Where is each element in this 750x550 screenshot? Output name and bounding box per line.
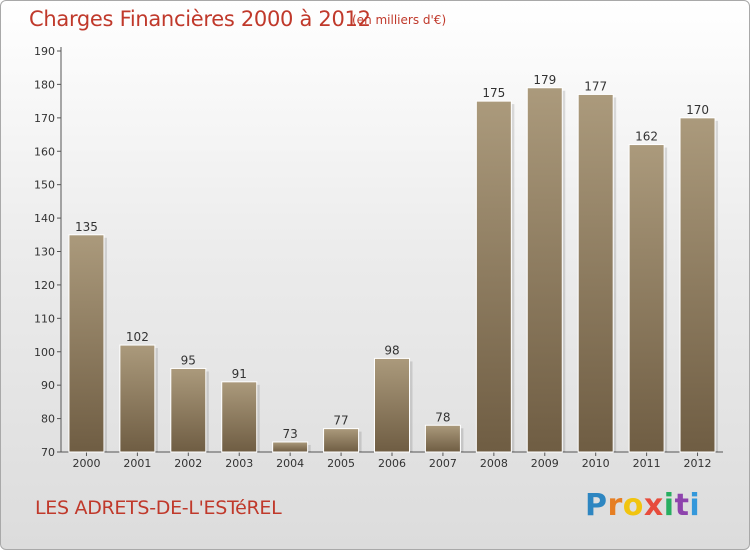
chart-axes: 70 80 90 100 110 120 130 140 150 160 170 180 190 bbox=[34, 45, 723, 459]
x-tick-label: 2001 bbox=[123, 457, 151, 470]
x-tick-label: 2006 bbox=[378, 457, 406, 470]
proxiti-logo[interactable]: Proxiti bbox=[585, 488, 700, 523]
bar-2009 bbox=[526, 87, 563, 453]
bar-2004 bbox=[272, 441, 309, 453]
place-name: LES ADRETS-DE-L'ESTéREL bbox=[35, 497, 282, 519]
logo-letter: r bbox=[607, 488, 623, 523]
logo-letter: o bbox=[622, 488, 644, 523]
x-tick-label: 2010 bbox=[582, 457, 610, 470]
bar-value-label: 91 bbox=[232, 367, 247, 381]
bar-2011 bbox=[628, 144, 665, 453]
logo-letter: i bbox=[663, 488, 675, 523]
y-tick-label: 190 bbox=[34, 45, 55, 58]
bar-2000 bbox=[68, 234, 105, 453]
bar-2010 bbox=[577, 93, 614, 453]
y-tick-label: 80 bbox=[41, 413, 55, 426]
bar-2001 bbox=[119, 344, 156, 453]
x-tick-label: 2002 bbox=[174, 457, 202, 470]
x-tick-label: 2004 bbox=[276, 457, 304, 470]
bar-2005 bbox=[323, 428, 360, 453]
bar-value-label: 78 bbox=[435, 410, 450, 424]
bar-2008 bbox=[475, 100, 512, 453]
y-tick-label: 110 bbox=[34, 312, 55, 325]
bar-2002 bbox=[170, 367, 207, 453]
y-tick-label: 90 bbox=[41, 379, 55, 392]
bar-value-label: 102 bbox=[126, 330, 149, 344]
chart-subtitle: (en milliers d'€) bbox=[352, 13, 447, 27]
y-tick-label: 160 bbox=[34, 145, 55, 158]
chart-title: Charges Financières 2000 à 2012 bbox=[29, 7, 371, 31]
x-tick-label: 2000 bbox=[72, 457, 100, 470]
x-tick-label: 2009 bbox=[531, 457, 559, 470]
x-tick-label: 2007 bbox=[429, 457, 457, 470]
bar-value-label: 73 bbox=[283, 427, 298, 441]
y-tick-label: 120 bbox=[34, 279, 55, 292]
chart-bars bbox=[68, 87, 719, 453]
y-tick-label: 100 bbox=[34, 346, 55, 359]
chart-labels: 2000 135 2001 102 2002 95 2003 91 2004 73 2005 77 20… bbox=[72, 73, 711, 470]
bar-value-label: 175 bbox=[482, 86, 505, 100]
x-tick-label: 2005 bbox=[327, 457, 355, 470]
logo-letter: t bbox=[674, 488, 690, 523]
y-tick-label: 150 bbox=[34, 179, 55, 192]
x-tick-label: 2003 bbox=[225, 457, 253, 470]
x-tick-label: 2011 bbox=[633, 457, 661, 470]
bar-value-label: 177 bbox=[584, 79, 607, 93]
bar-value-label: 95 bbox=[181, 353, 196, 367]
bar-2003 bbox=[221, 381, 258, 453]
y-tick-label: 70 bbox=[41, 446, 55, 459]
logo-letter: x bbox=[643, 488, 664, 523]
bar-value-label: 170 bbox=[686, 103, 709, 117]
bar-2012 bbox=[679, 117, 716, 453]
bar-value-label: 179 bbox=[533, 73, 556, 87]
x-tick-label: 2008 bbox=[480, 457, 508, 470]
x-tick-label: 2012 bbox=[684, 457, 712, 470]
bar-2007 bbox=[424, 424, 461, 453]
bar-value-label: 77 bbox=[333, 414, 348, 428]
y-tick-label: 170 bbox=[34, 112, 55, 125]
logo-letter: P bbox=[585, 488, 608, 523]
y-tick-label: 180 bbox=[34, 78, 55, 91]
bar-value-label: 135 bbox=[75, 220, 98, 234]
bar-2006 bbox=[374, 357, 410, 453]
logo-letter: i bbox=[689, 488, 701, 523]
bar-value-label: 98 bbox=[384, 343, 399, 357]
bar-value-label: 162 bbox=[635, 130, 658, 144]
y-tick-label: 130 bbox=[34, 246, 55, 259]
y-tick-label: 140 bbox=[34, 212, 55, 225]
